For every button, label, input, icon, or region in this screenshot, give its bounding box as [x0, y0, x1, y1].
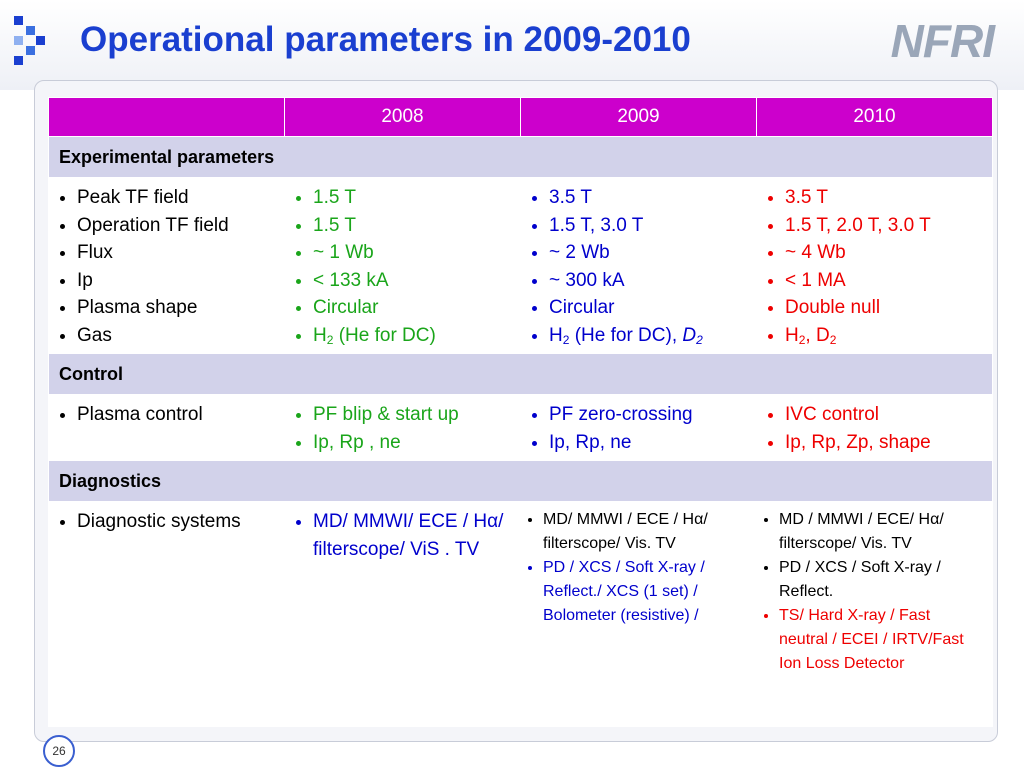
subscript: 2	[562, 332, 570, 347]
data-row: Diagnostic systems MD/ MMWI/ ECE / Hα/ fi…	[48, 501, 993, 727]
value-list: MD/ MMWI/ ECE / Hα/ filterscope/ ViS . T…	[295, 508, 510, 563]
value-cell: MD/ MMWI/ ECE / Hα/ filterscope/ ViS . T…	[284, 501, 521, 727]
italic-part: 2	[696, 325, 703, 346]
value-item: 1.5 T	[313, 212, 510, 240]
value-list: PF blip & start upIp, Rp , ne	[295, 401, 510, 456]
value-item: PF zero-crossing	[549, 401, 746, 429]
page-number: 26	[43, 735, 75, 767]
value-item: MD/ MMWI / ECE / Hα/ filterscope/ Vis. T…	[543, 508, 746, 556]
header-row: 2008 2009 2010	[48, 97, 993, 137]
subscript: 2	[829, 332, 837, 347]
value-item: Circular	[549, 294, 746, 322]
value-item: 1.5 T	[313, 184, 510, 212]
label-item: Ip	[77, 267, 274, 295]
value-item: MD / MMWI / ECE/ Hα/ filterscope/ Vis. T…	[779, 508, 982, 556]
value-list: 1.5 T1.5 T~ 1 Wb< 133 kACircularH2 (He f…	[295, 184, 510, 349]
value-list: 3.5 T1.5 T, 2.0 T, 3.0 T~ 4 Wb< 1 MADoub…	[767, 184, 982, 349]
text-part: (He for DC)	[333, 324, 436, 346]
value-item: TS/ Hard X-ray / Fast neutral / ECEI / I…	[779, 604, 982, 676]
text-part: (He for DC),	[569, 324, 683, 346]
label-item: Plasma control	[77, 401, 274, 429]
label-item: Flux	[77, 239, 274, 267]
section-row: Experimental parameters	[48, 136, 993, 178]
value-item: PD / XCS / Soft X-ray / Reflect./ XCS (1…	[543, 556, 746, 628]
section-title: Experimental parameters	[48, 136, 993, 178]
value-item: H2, D2	[785, 322, 982, 350]
value-cell: PF blip & start upIp, Rp , ne	[284, 394, 521, 461]
value-list: PF zero-crossingIp, Rp, ne	[531, 401, 746, 456]
value-item: ~ 4 Wb	[785, 239, 982, 267]
value-cell: 3.5 T1.5 T, 3.0 T~ 2 Wb~ 300 kACircularH…	[520, 177, 757, 354]
label-cell: Peak TF fieldOperation TF fieldFluxIpPla…	[48, 177, 285, 354]
value-item: ~ 1 Wb	[313, 239, 510, 267]
subscript: 2	[696, 332, 703, 347]
text-part: H	[785, 324, 799, 346]
header-band	[0, 0, 1024, 90]
value-cell: 1.5 T1.5 T~ 1 Wb< 133 kACircularH2 (He f…	[284, 177, 521, 354]
column-header: 2008	[284, 97, 521, 137]
subscript: 2	[326, 332, 334, 347]
value-list: MD/ MMWI / ECE / Hα/ filterscope/ Vis. T…	[531, 508, 746, 628]
label-list: Peak TF fieldOperation TF fieldFluxIpPla…	[59, 184, 274, 349]
value-item: PD / XCS / Soft X-ray / Reflect.	[779, 556, 982, 604]
value-item: 3.5 T	[549, 184, 746, 212]
column-header: 2010	[756, 97, 993, 137]
value-item: Ip, Rp, ne	[549, 429, 746, 457]
label-cell: Diagnostic systems	[48, 501, 285, 727]
text-part: , D	[805, 324, 830, 346]
value-item: H2 (He for DC)	[313, 322, 510, 350]
value-list: 3.5 T1.5 T, 3.0 T~ 2 Wb~ 300 kACircularH…	[531, 184, 746, 349]
value-item: 3.5 T	[785, 184, 982, 212]
data-row: Plasma control PF blip & start upIp, Rp ,…	[48, 394, 993, 461]
column-header: 2009	[520, 97, 757, 137]
label-item: Diagnostic systems	[77, 508, 274, 536]
value-item: H2 (He for DC), D2	[549, 322, 746, 350]
value-item: Double null	[785, 294, 982, 322]
section-title: Control	[48, 353, 993, 395]
data-row: Peak TF fieldOperation TF fieldFluxIpPla…	[48, 177, 993, 354]
value-item: 1.5 T, 3.0 T	[549, 212, 746, 240]
section-row: Control	[48, 353, 993, 395]
label-item: Operation TF field	[77, 212, 274, 240]
value-list: IVC controlIp, Rp, Zp, shape	[767, 401, 982, 456]
value-cell: 3.5 T1.5 T, 2.0 T, 3.0 T~ 4 Wb< 1 MADoub…	[756, 177, 993, 354]
label-item: Gas	[77, 322, 274, 350]
value-cell: PF zero-crossingIp, Rp, ne	[520, 394, 757, 461]
label-item: Plasma shape	[77, 294, 274, 322]
value-item: MD/ MMWI/ ECE / Hα/ filterscope/ ViS . T…	[313, 508, 510, 563]
value-item: IVC control	[785, 401, 982, 429]
italic-part: D	[682, 324, 697, 346]
value-item: 1.5 T, 2.0 T, 3.0 T	[785, 212, 982, 240]
label-cell: Plasma control	[48, 394, 285, 461]
slide-title: Operational parameters in 2009-2010	[80, 20, 691, 59]
value-item: Ip, Rp , ne	[313, 429, 510, 457]
logo: NFRI	[890, 15, 995, 67]
label-list: Diagnostic systems	[59, 508, 274, 536]
value-cell: MD / MMWI / ECE/ Hα/ filterscope/ Vis. T…	[756, 501, 993, 727]
text-part: H	[549, 324, 563, 346]
section-title: Diagnostics	[48, 460, 993, 502]
value-list: MD / MMWI / ECE/ Hα/ filterscope/ Vis. T…	[767, 508, 982, 676]
section-row: Diagnostics	[48, 460, 993, 502]
text-part: H	[313, 324, 327, 346]
header-cell	[48, 97, 285, 137]
value-item: < 1 MA	[785, 267, 982, 295]
value-item: ~ 300 kA	[549, 267, 746, 295]
subscript: 2	[798, 332, 806, 347]
value-item: Ip, Rp, Zp, shape	[785, 429, 982, 457]
value-item: Circular	[313, 294, 510, 322]
title-icon	[14, 16, 45, 65]
value-item: ~ 2 Wb	[549, 239, 746, 267]
label-item: Peak TF field	[77, 184, 274, 212]
value-cell: IVC controlIp, Rp, Zp, shape	[756, 394, 993, 461]
value-item: PF blip & start up	[313, 401, 510, 429]
value-item: < 133 kA	[313, 267, 510, 295]
value-cell: MD/ MMWI / ECE / Hα/ filterscope/ Vis. T…	[520, 501, 757, 727]
label-list: Plasma control	[59, 401, 274, 429]
